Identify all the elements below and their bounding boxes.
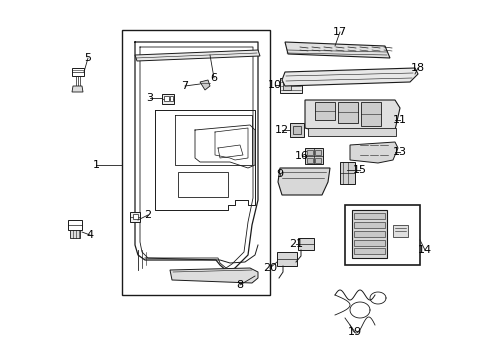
Polygon shape bbox=[70, 230, 80, 238]
Text: 15: 15 bbox=[352, 165, 366, 175]
Bar bbox=[345, 205, 419, 265]
Bar bbox=[307, 128, 395, 136]
Bar bbox=[392, 225, 407, 237]
Text: 8: 8 bbox=[236, 280, 243, 290]
Bar bbox=[339, 162, 354, 184]
Bar bbox=[351, 210, 386, 258]
Bar bbox=[170, 96, 173, 101]
Text: 6: 6 bbox=[210, 73, 217, 83]
Bar bbox=[337, 102, 357, 123]
Bar bbox=[283, 80, 290, 90]
Bar bbox=[133, 214, 138, 219]
Bar bbox=[314, 158, 320, 163]
Bar bbox=[306, 158, 312, 163]
Polygon shape bbox=[285, 42, 389, 58]
Text: 11: 11 bbox=[392, 115, 406, 125]
Polygon shape bbox=[200, 80, 209, 90]
Text: 10: 10 bbox=[267, 80, 282, 90]
Bar bbox=[276, 252, 296, 266]
Text: 14: 14 bbox=[417, 245, 431, 255]
Bar bbox=[72, 68, 84, 76]
Text: 5: 5 bbox=[84, 53, 91, 63]
Bar bbox=[353, 231, 384, 237]
Polygon shape bbox=[170, 268, 258, 283]
Bar bbox=[306, 150, 312, 155]
Bar bbox=[178, 172, 227, 197]
Bar bbox=[314, 102, 334, 120]
Bar bbox=[292, 126, 301, 134]
Bar bbox=[314, 150, 320, 155]
Text: 20: 20 bbox=[263, 263, 277, 273]
Polygon shape bbox=[305, 100, 399, 135]
Bar bbox=[297, 238, 313, 250]
Text: 7: 7 bbox=[181, 81, 188, 91]
Text: 17: 17 bbox=[332, 27, 346, 37]
Bar bbox=[360, 102, 380, 126]
Bar bbox=[353, 213, 384, 219]
Bar bbox=[162, 94, 174, 104]
Bar bbox=[353, 248, 384, 254]
Polygon shape bbox=[349, 142, 397, 163]
Text: 21: 21 bbox=[288, 239, 303, 249]
Bar bbox=[130, 212, 140, 222]
Bar bbox=[122, 30, 269, 295]
Text: 13: 13 bbox=[392, 147, 406, 157]
Text: 4: 4 bbox=[86, 230, 93, 240]
Bar bbox=[289, 123, 304, 137]
Polygon shape bbox=[282, 68, 417, 86]
Polygon shape bbox=[278, 168, 329, 195]
Bar bbox=[305, 148, 323, 164]
Text: 18: 18 bbox=[410, 63, 424, 73]
Bar bbox=[68, 220, 82, 230]
Text: 16: 16 bbox=[294, 151, 308, 161]
Text: 1: 1 bbox=[92, 160, 99, 170]
Polygon shape bbox=[72, 86, 83, 92]
Bar bbox=[280, 78, 302, 93]
Text: 9: 9 bbox=[276, 169, 283, 179]
Text: 2: 2 bbox=[144, 210, 151, 220]
Bar bbox=[353, 240, 384, 246]
Bar bbox=[163, 96, 169, 101]
Polygon shape bbox=[135, 50, 260, 61]
Text: 3: 3 bbox=[146, 93, 153, 103]
Text: 12: 12 bbox=[274, 125, 288, 135]
Text: 19: 19 bbox=[347, 327, 361, 337]
Bar bbox=[353, 222, 384, 228]
